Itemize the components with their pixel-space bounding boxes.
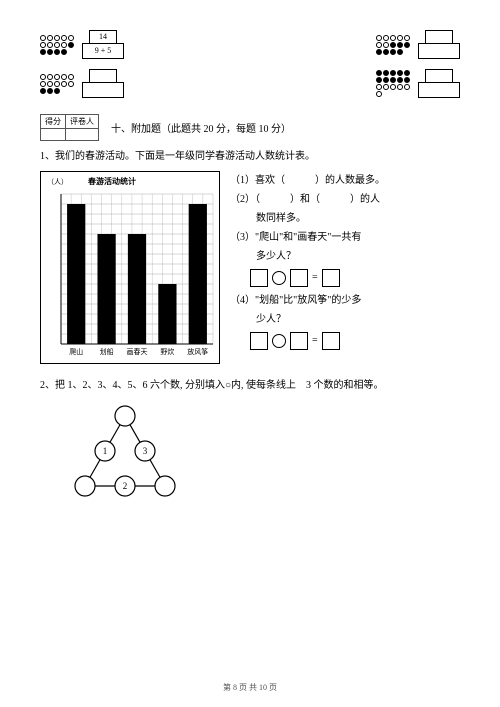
counting-row-2 xyxy=(40,69,460,98)
q1-2a: （2）（ ）和（ ）的人 xyxy=(230,190,460,209)
q1-2b: 数同样多。 xyxy=(256,209,460,228)
q2-text: 2、把 1、2、3、4、5、6 六个数, 分别填入○内, 使每条线上 3 个数的… xyxy=(40,378,460,394)
eq-box[interactable] xyxy=(290,332,308,350)
eq-box[interactable] xyxy=(290,269,308,287)
dots-group-1 xyxy=(40,35,74,55)
score-table: 得分 评卷人 xyxy=(40,114,99,141)
svg-text:野炊: 野炊 xyxy=(160,347,174,356)
answer-box-2[interactable] xyxy=(418,30,460,59)
q1-4a: （4）"划船"比"放风筝"的少多 xyxy=(230,291,460,310)
counting-group-4 xyxy=(376,69,460,98)
q1-subquestions: （1）喜欢（ ）的人数最多。 （2）（ ）和（ ）的人 数同样多。 （3）"爬山… xyxy=(230,171,460,354)
q1-3a: （3）"爬山"和"画春天"一共有 xyxy=(230,228,460,247)
equals-sign: = xyxy=(312,331,318,350)
counting-row-1: 14 9 + 5 xyxy=(40,30,460,59)
answer-box-3[interactable] xyxy=(82,69,124,98)
score-section: 得分 评卷人 十、附加题（此题共 20 分，每题 10 分） xyxy=(40,114,460,141)
chart-title: 春游活动统计 xyxy=(88,176,136,187)
svg-text:1: 1 xyxy=(103,446,108,456)
q1-3b: 多少人？ xyxy=(256,247,460,266)
dots-group-3 xyxy=(40,74,74,94)
box1-top[interactable]: 14 xyxy=(89,30,117,44)
box3-top[interactable] xyxy=(89,69,117,83)
counting-group-1: 14 9 + 5 xyxy=(40,30,124,59)
svg-text:爬山: 爬山 xyxy=(69,347,83,356)
q1-text: 1、我们的春游活动。下面是一年级同学春游活动人数统计表。 xyxy=(40,149,460,165)
q1-4-equation[interactable]: = xyxy=(250,331,460,350)
q1-4b: 少人？ xyxy=(256,310,460,329)
svg-text:3: 3 xyxy=(143,446,148,456)
svg-text:画春天: 画春天 xyxy=(127,347,148,356)
dots-group-4 xyxy=(376,70,410,97)
answer-box-1[interactable]: 14 9 + 5 xyxy=(82,30,124,59)
svg-text:放风筝: 放风筝 xyxy=(187,347,208,356)
page-footer: 第 8 页 共 10 页 xyxy=(0,682,500,693)
answer-box-4[interactable] xyxy=(418,69,460,98)
box2-top[interactable] xyxy=(425,30,453,44)
box4-bottom[interactable] xyxy=(418,82,460,98)
chart-people-label: （人） xyxy=(47,177,68,187)
box4-top[interactable] xyxy=(425,69,453,83)
bar-chart-svg: 爬山 划船 画春天 野炊 放风筝 xyxy=(43,190,217,358)
triangle-puzzle: 1 3 2 xyxy=(70,404,460,502)
eq-box[interactable] xyxy=(250,332,268,350)
reviewer-cell[interactable] xyxy=(66,129,99,141)
eq-op-circle[interactable] xyxy=(272,334,286,348)
box2-bottom[interactable] xyxy=(418,43,460,59)
box1-bottom[interactable]: 9 + 5 xyxy=(82,43,124,59)
q1-3-equation[interactable]: = xyxy=(250,268,460,287)
q1-1: （1）喜欢（ ）的人数最多。 xyxy=(230,171,460,190)
chart-section: （人） 春游活动统计 爬山 划船 画春天 野炊 放风筝 （1）喜欢（ ）的人数最多。 （… xyxy=(40,171,460,364)
box3-bottom[interactable] xyxy=(82,82,124,98)
bar-chart: （人） 春游活动统计 爬山 划船 画春天 野炊 放风筝 xyxy=(40,171,220,364)
triangle-svg: 1 3 2 xyxy=(70,404,180,499)
counting-group-3 xyxy=(40,69,124,98)
svg-text:2: 2 xyxy=(123,481,128,491)
score-label: 得分 xyxy=(41,115,66,129)
counting-group-2 xyxy=(376,30,460,59)
dots-group-2 xyxy=(376,35,410,55)
eq-box[interactable] xyxy=(322,332,340,350)
score-cell[interactable] xyxy=(41,129,66,141)
section-title: 十、附加题（此题共 20 分，每题 10 分） xyxy=(111,120,291,135)
eq-box[interactable] xyxy=(250,269,268,287)
svg-text:划船: 划船 xyxy=(100,347,114,356)
eq-op-circle[interactable] xyxy=(272,271,286,285)
eq-box[interactable] xyxy=(322,269,340,287)
equals-sign: = xyxy=(312,268,318,287)
reviewer-label: 评卷人 xyxy=(66,115,99,129)
